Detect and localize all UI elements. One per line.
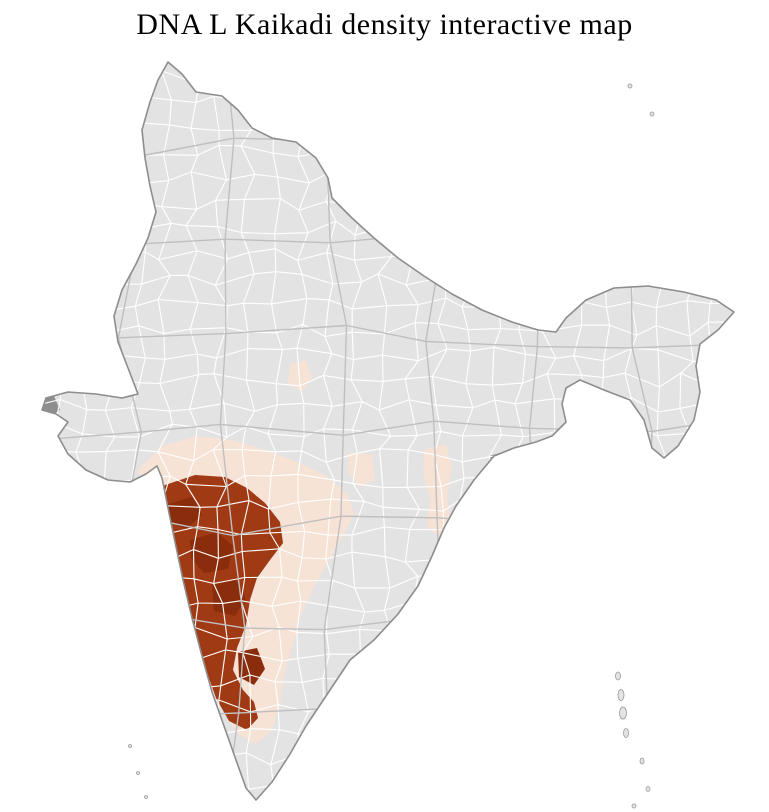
india-country-outline [41,61,735,801]
island-dot[interactable] [136,771,140,775]
island-dot[interactable] [631,803,637,809]
high-density-cluster[interactable] [140,475,283,730]
island-dot[interactable] [623,728,629,738]
highest-density-district-3[interactable] [212,580,246,616]
low-density-region-east-coast[interactable] [423,444,452,538]
map-speck [627,83,633,89]
island-dot[interactable] [128,744,132,748]
low-density-region-central[interactable] [288,360,312,392]
map-speck [649,111,655,117]
northern-territory-specks [627,83,655,117]
highest-density-district-1[interactable] [165,497,202,529]
island-dot[interactable] [615,671,621,681]
andaman-nicobar-islands[interactable] [615,671,651,809]
lakshadweep-islands[interactable] [128,744,148,799]
island-dot[interactable] [619,706,627,720]
island-dot[interactable] [645,786,651,792]
page-title: DNA L Kaikadi density interactive map [136,8,633,41]
island-dot[interactable] [617,689,625,701]
island-dot[interactable] [144,795,148,799]
india-land-base[interactable] [20,45,750,810]
highest-density-district-2[interactable] [190,532,233,573]
island-dot[interactable] [639,757,645,765]
